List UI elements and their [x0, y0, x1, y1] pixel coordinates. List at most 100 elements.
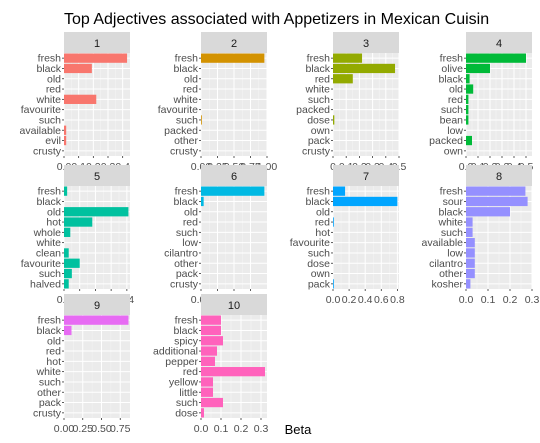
- y-tick-label: whole: [33, 227, 62, 239]
- bar-red: [201, 367, 265, 377]
- y-tick-label: fresh: [175, 53, 199, 65]
- x-tick-label: 0.2: [503, 294, 518, 306]
- y-tick-label: own: [444, 145, 463, 157]
- facet-panel-8: 8 freshsourblackwhitesuchavailablelowcila…: [422, 165, 540, 306]
- y-tick-label: black: [173, 196, 198, 208]
- y-tick-label: black: [173, 325, 198, 337]
- y-tick-label: crusty: [33, 145, 62, 157]
- y-tick-label: low: [447, 125, 463, 137]
- x-tick-label: 0.3: [525, 294, 540, 306]
- bar-dose: [201, 408, 204, 418]
- y-tick-label: such: [39, 114, 61, 126]
- bar-available: [466, 238, 475, 248]
- bar-fresh: [201, 186, 265, 196]
- y-tick-label: such: [39, 376, 61, 388]
- bar-old: [466, 84, 474, 94]
- y-tick-label: such: [308, 94, 330, 106]
- x-tick-label: 0.1: [214, 423, 229, 435]
- x-tick-label: 0.1: [481, 294, 496, 306]
- bar-such: [64, 268, 72, 279]
- bar-black: [333, 196, 398, 207]
- bar-such: [466, 105, 469, 115]
- facet-panel-3: 3 freshblackredwhitesuchpackeddoseownpack…: [296, 32, 406, 173]
- facet-strip: [64, 294, 130, 315]
- y-tick-label: black: [438, 206, 463, 218]
- facet-strip: [201, 294, 267, 315]
- y-tick-label: fresh: [307, 53, 331, 65]
- plot-background: [64, 315, 130, 418]
- facet-panel-2: 2 freshblackoldredwhitefavouritesuchpacke…: [158, 32, 277, 173]
- y-tick-label: black: [305, 63, 330, 75]
- y-tick-label: evil: [45, 135, 61, 147]
- y-tick-label: dose: [175, 407, 198, 419]
- chart-title: Top Adjectives associated with Appetizer…: [64, 11, 489, 28]
- bar-such: [201, 397, 223, 408]
- facet-strip-label: 3: [363, 38, 369, 50]
- y-tick-label: old: [47, 335, 61, 347]
- bar-fresh: [201, 315, 221, 325]
- facet-strip-label: 6: [231, 171, 237, 183]
- y-tick-label: pack: [308, 278, 331, 290]
- y-tick-label: favourite: [21, 258, 61, 270]
- x-tick-label: 0.0: [194, 423, 209, 435]
- bar-black: [201, 196, 204, 207]
- facet-panel-5: 5 freshblackoldhotwholewhitecleanfavourit…: [21, 165, 134, 306]
- y-tick-label: such: [441, 104, 463, 116]
- y-tick-label: red: [448, 94, 463, 106]
- y-tick-label: yellow: [169, 376, 199, 388]
- facet-strip: [466, 32, 532, 53]
- y-tick-label: fresh: [38, 315, 62, 327]
- facet-strip: [466, 165, 532, 186]
- y-tick-label: fresh: [307, 186, 331, 198]
- bar-fresh: [64, 315, 129, 325]
- x-tick-label: 0.50: [91, 423, 112, 435]
- y-tick-label: little: [179, 387, 198, 399]
- y-tick-label: dose: [307, 114, 330, 126]
- bar-hot: [64, 217, 93, 227]
- x-tick-label: 0.0: [326, 294, 341, 306]
- y-tick-label: black: [36, 63, 61, 75]
- y-tick-label: crusty: [170, 278, 199, 290]
- x-tick-label: 0.2: [342, 294, 357, 306]
- y-tick-label: white: [172, 94, 198, 106]
- y-tick-label: old: [449, 84, 463, 96]
- y-tick-label: red: [46, 346, 61, 358]
- x-tick-label: 0.4: [358, 294, 373, 306]
- y-tick-label: olive: [441, 63, 463, 75]
- facet-strip-label: 1: [94, 38, 100, 50]
- bar-red: [333, 217, 334, 227]
- y-tick-label: red: [183, 366, 198, 378]
- y-tick-label: bean: [440, 114, 464, 126]
- y-tick-label: fresh: [440, 186, 464, 198]
- y-tick-label: available: [20, 125, 62, 137]
- x-tick-label: 0.75: [110, 423, 131, 435]
- bar-evil: [64, 135, 67, 146]
- y-tick-label: low: [182, 237, 198, 249]
- bar-such: [466, 227, 473, 237]
- bar-available: [64, 125, 67, 135]
- y-tick-label: clean: [36, 247, 61, 259]
- bar-fresh: [333, 186, 346, 196]
- y-tick-label: kosher: [431, 278, 463, 290]
- bar-black: [333, 63, 396, 74]
- y-tick-label: old: [47, 206, 61, 218]
- bar-old: [64, 207, 129, 217]
- y-tick-label: such: [39, 268, 61, 280]
- y-tick-label: halved: [30, 278, 61, 290]
- y-tick-label: packed: [296, 104, 330, 116]
- y-tick-label: black: [36, 325, 61, 337]
- y-tick-label: pack: [176, 268, 199, 280]
- y-tick-label: old: [184, 73, 198, 85]
- y-tick-label: fresh: [38, 186, 62, 198]
- bar-red: [466, 94, 469, 104]
- y-tick-label: old: [316, 206, 330, 218]
- x-tick-label: 0.2: [234, 423, 249, 435]
- bar-fresh: [64, 186, 68, 196]
- bar-favourite: [64, 258, 80, 268]
- y-tick-label: black: [173, 63, 198, 75]
- y-tick-label: cilantro: [164, 247, 198, 259]
- y-tick-label: hot: [46, 356, 61, 368]
- facet-strip-label: 4: [496, 38, 502, 50]
- y-tick-label: crusty: [170, 145, 199, 157]
